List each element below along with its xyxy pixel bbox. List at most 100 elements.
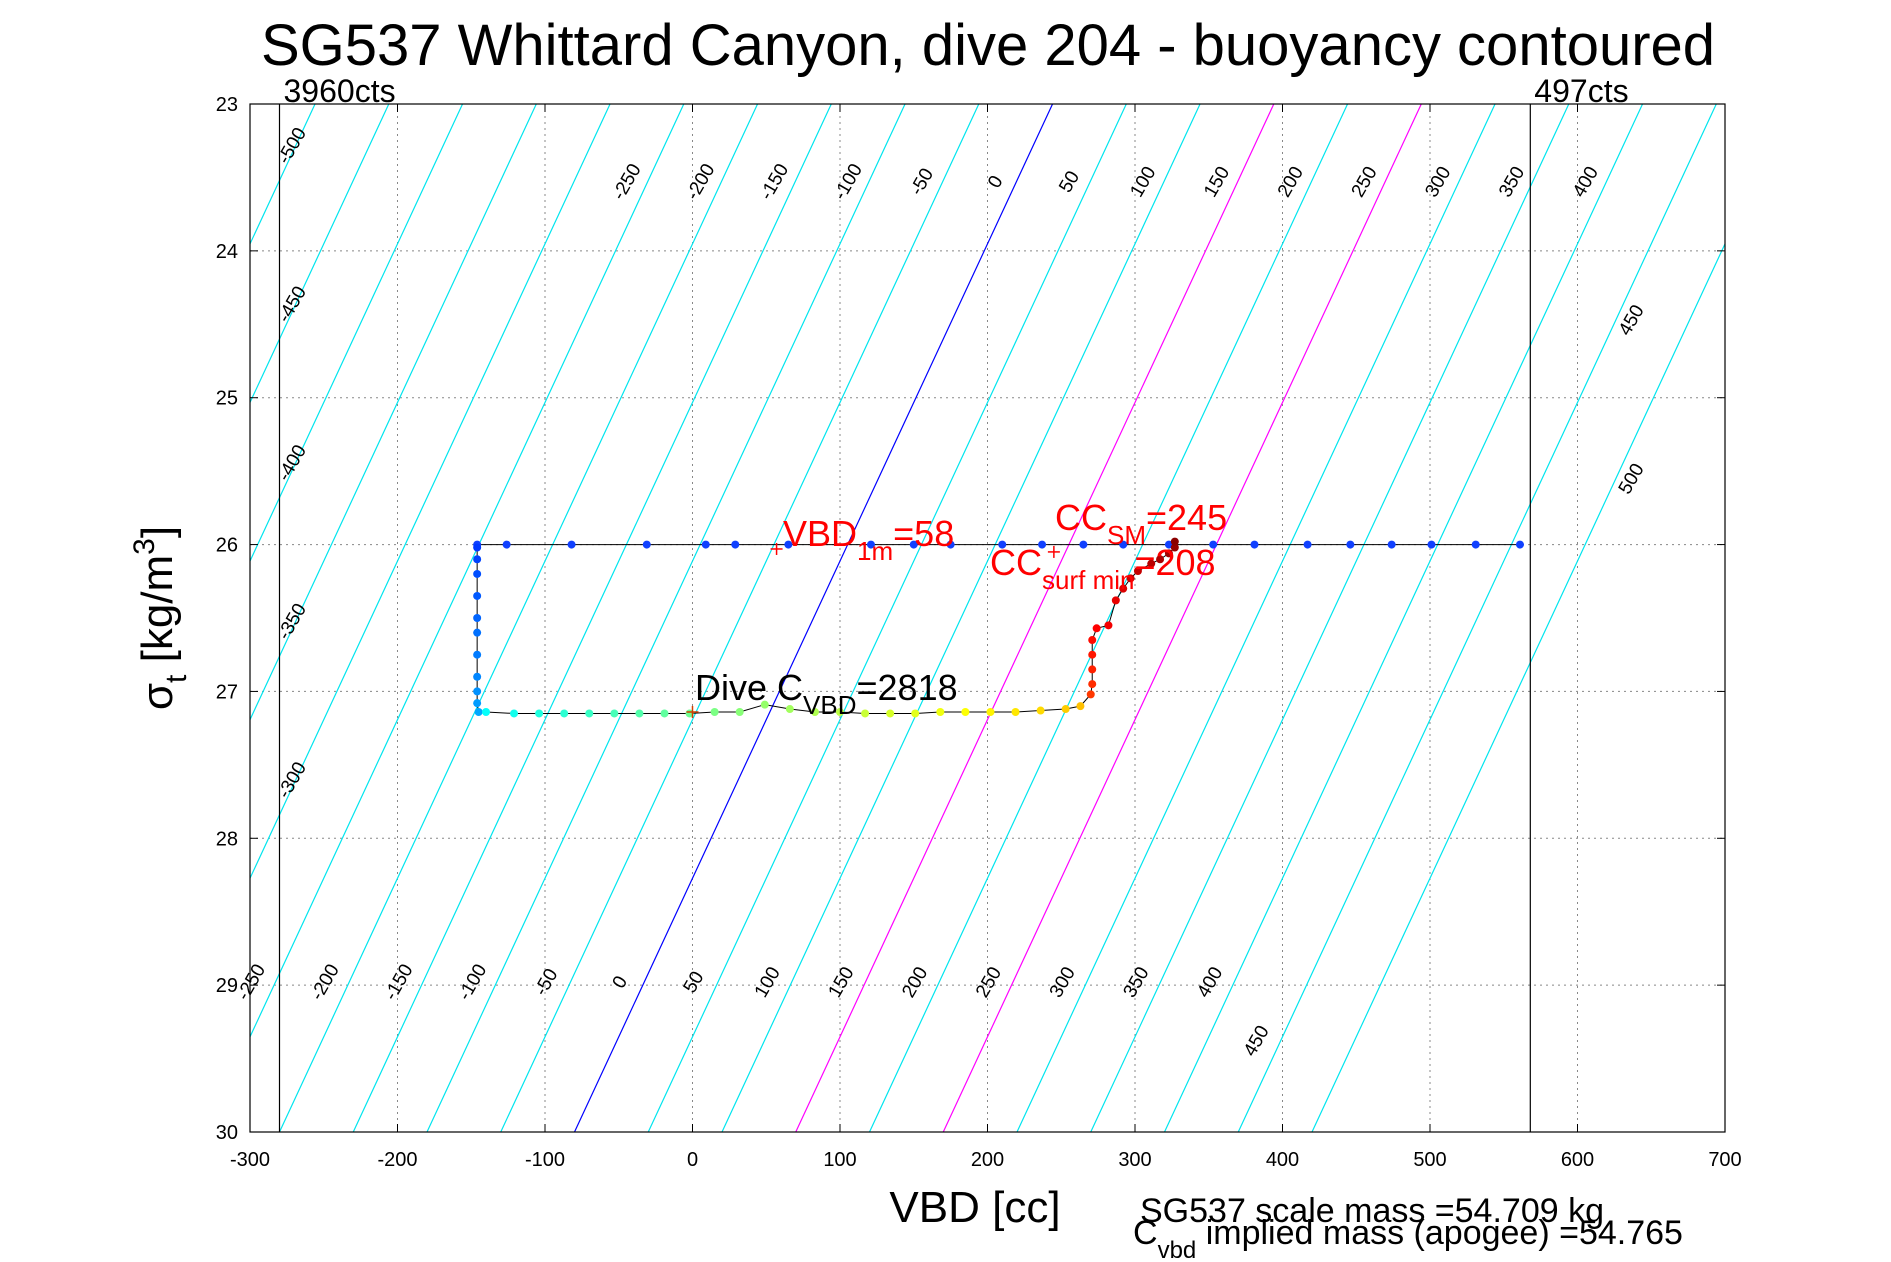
- trace-point: [1170, 543, 1179, 552]
- chart-title: SG537 Whittard Canyon, dive 204 - buoyan…: [261, 13, 1715, 78]
- trace-point: [642, 540, 651, 549]
- contour-line: [1163, 104, 1644, 1132]
- trace-point: [1036, 706, 1045, 715]
- contour-line: [1237, 104, 1717, 1132]
- trace-point: [1086, 690, 1095, 699]
- trace-point: [1126, 574, 1135, 583]
- trace-point: [510, 709, 519, 718]
- trace-point: [1209, 540, 1218, 549]
- trace-point: [866, 540, 875, 549]
- trace-point: [660, 709, 669, 718]
- trace-point: [1076, 702, 1085, 711]
- y-axis-label: σt [kg/m3]: [128, 526, 193, 710]
- trace-point: [1088, 650, 1097, 659]
- y-axis-unit: [kg/m: [133, 555, 182, 675]
- contour-line: [250, 104, 685, 1039]
- trace-point: [760, 700, 769, 709]
- x-tick-label: -300: [230, 1149, 270, 1171]
- contour-line: [250, 104, 537, 722]
- trace-point: [1387, 540, 1396, 549]
- contour-line: [278, 104, 759, 1132]
- y-axis-sup: 3: [128, 538, 161, 555]
- contour-line: [1311, 242, 1725, 1132]
- y-tick-label: 26: [216, 535, 238, 557]
- trace-point: [911, 709, 920, 718]
- trace-point: [1061, 705, 1070, 714]
- contour-line: [250, 104, 390, 404]
- x-tick-label: 200: [971, 1149, 1004, 1171]
- y-axis-sub: t: [160, 674, 193, 683]
- x-tick-label: -200: [377, 1149, 417, 1171]
- contour-line: [426, 104, 906, 1132]
- trace-point: [836, 707, 844, 716]
- y-tick-label: 29: [216, 975, 238, 997]
- trace-point: [909, 540, 918, 549]
- trace-point: [567, 540, 576, 549]
- trace-point: [560, 709, 569, 718]
- trace-point: [784, 540, 793, 549]
- contour-line: [647, 104, 1127, 1132]
- contour-line: [942, 104, 1422, 1132]
- x-tick-label: 600: [1561, 1149, 1594, 1171]
- trace-point: [710, 707, 719, 716]
- y-tick-label: 27: [216, 681, 238, 703]
- trace-point: [473, 650, 482, 659]
- scale-mass-text: SG537 scale mass =54.709 kg: [1140, 1192, 1604, 1230]
- trace-point: [473, 699, 482, 708]
- trace-point: [986, 707, 995, 716]
- contour-line: [1016, 104, 1496, 1132]
- implied-mass-text: Cvbd implied mass (apogee) =54.765: [1133, 1214, 1683, 1262]
- trace-point: [1303, 540, 1312, 549]
- trace-point: [1104, 621, 1113, 630]
- trace-point: [1250, 540, 1259, 549]
- trace-point: [473, 555, 482, 564]
- x-tick-label: 500: [1413, 1149, 1446, 1171]
- svg-text:σt [kg/m3]: σt [kg/m3]: [128, 526, 193, 710]
- trace-point: [1170, 537, 1179, 546]
- x-axis-label: VBD [cc]: [889, 1183, 1060, 1232]
- trace-point: [946, 540, 955, 549]
- trace-point: [473, 591, 482, 600]
- x-tick-label: 700: [1708, 1149, 1741, 1171]
- trace-point: [731, 540, 740, 549]
- trace-point: [861, 709, 870, 718]
- trace-point: [535, 709, 544, 718]
- contour-line: [573, 104, 1054, 1132]
- vbd-limit-label: 3960cts: [284, 73, 396, 109]
- trace-point: [502, 540, 511, 549]
- trace-point: [1088, 680, 1097, 689]
- trace-point: [474, 707, 483, 716]
- trace-point: [1346, 540, 1355, 549]
- trace-point: [998, 540, 1007, 549]
- trace-point: [1133, 567, 1142, 576]
- contour-line: [1090, 104, 1570, 1132]
- trace-point: [610, 709, 619, 718]
- contour-line: [250, 104, 611, 880]
- trace-point: [1088, 665, 1097, 674]
- trace-point: [1038, 540, 1047, 549]
- trace-point: [1515, 540, 1524, 549]
- trace-point: [1427, 540, 1436, 549]
- vbd-1m-label: VBD1m=58: [783, 513, 954, 566]
- trace-point: [1011, 707, 1020, 716]
- cc-surf-min-label: CCsurf min=208: [990, 542, 1216, 595]
- x-tick-label: 0: [687, 1149, 698, 1171]
- trace-point: [1111, 596, 1120, 605]
- trace-point: [635, 709, 644, 718]
- y-tick-label: 23: [216, 94, 238, 116]
- trace-point: [473, 569, 482, 578]
- trace-point: [1147, 559, 1156, 568]
- trace-point: [473, 543, 482, 552]
- trace-point: [1079, 540, 1088, 549]
- y-tick-label: 28: [216, 828, 238, 850]
- trace-point: [936, 707, 945, 716]
- trace-point: [473, 687, 482, 696]
- y-axis-sigma: σ: [133, 683, 182, 710]
- vbd-limits: 3960cts 497cts: [278, 73, 1629, 1132]
- trace-point: [701, 540, 710, 549]
- contour-line: [352, 104, 832, 1132]
- contour-line: [500, 104, 980, 1132]
- x-tick-label: 400: [1266, 1149, 1299, 1171]
